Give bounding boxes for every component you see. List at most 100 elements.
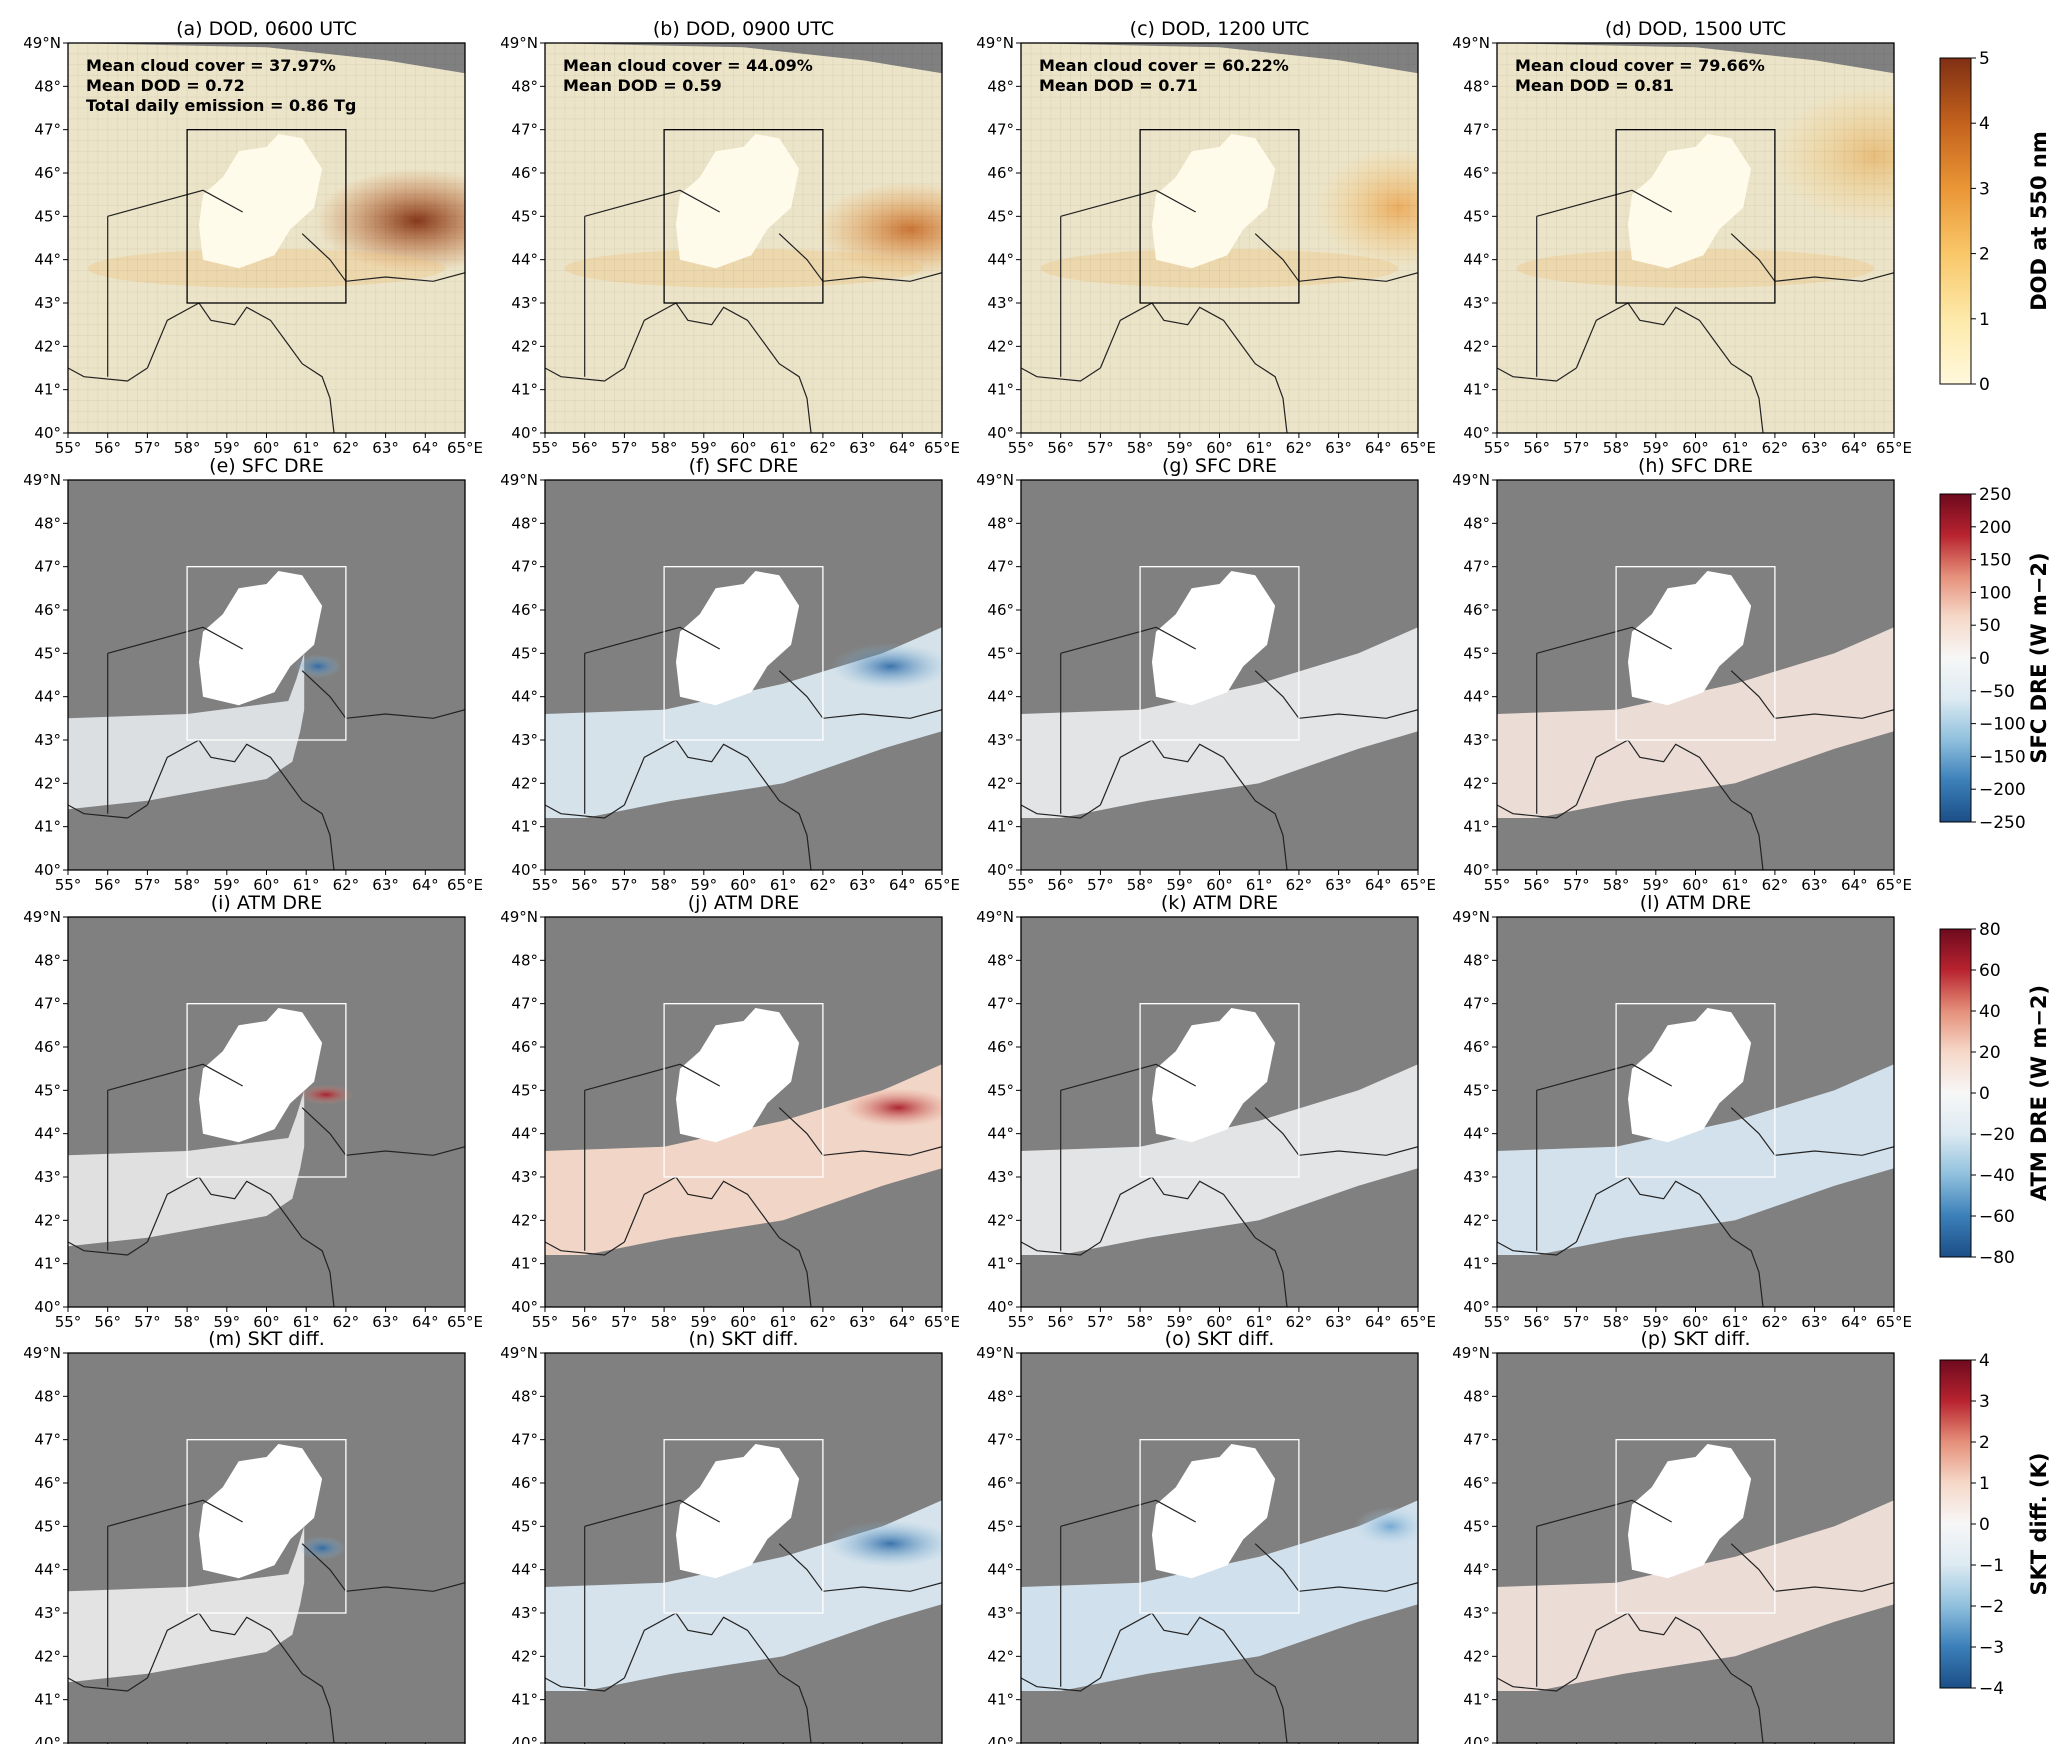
y-tick-label: 43°	[1463, 731, 1490, 749]
colorbar-tick-label: −60	[1979, 1207, 2015, 1227]
panel-annotation: Mean cloud cover = 79.66%	[1515, 56, 1765, 75]
y-tick-label: 45°	[34, 644, 61, 662]
y-tick-label: 46°	[987, 164, 1014, 182]
x-tick-label: 59°	[1643, 1313, 1670, 1331]
x-tick-label: 55°	[55, 876, 82, 894]
x-tick-label: 61°	[1246, 439, 1273, 457]
y-tick-label: 44°	[1463, 1125, 1490, 1143]
cloud-mask	[1497, 43, 1894, 74]
x-tick-label: 55°	[1008, 876, 1035, 894]
valid-region	[68, 1090, 305, 1247]
x-tick-label: 55°	[1008, 439, 1035, 457]
y-tick-label: 44°	[1463, 688, 1490, 706]
colorbar-tick-label: 2	[1979, 245, 1990, 265]
study-box	[663, 129, 824, 304]
x-tick-label: 57°	[611, 439, 638, 457]
x-tick-label: 60°	[1682, 439, 1709, 457]
x-tick-label: 64°	[889, 439, 916, 457]
y-tick-label: 45°	[1463, 207, 1490, 225]
map-panel-1-3: (h) SFC DRE 40° 41° 42° 43° 44° 45° 46° 47° 48° 49…	[1452, 455, 1912, 894]
x-tick-label: 56°	[1523, 876, 1550, 894]
aral-sea-region	[199, 1444, 323, 1579]
x-tick-label: 56°	[571, 1313, 598, 1331]
x-tick-label: 63°	[372, 876, 399, 894]
colorbar-tick-label: 40	[1979, 1002, 2001, 1022]
map-panel-3-3: (p) SKT diff. 40° 41° 42° 43° 44° 45° 46° 47° 48°…	[1452, 1328, 1895, 1744]
map-panel-2-3: (l) ATM DRE 40° 41° 42° 43° 44° 45° 46° 47° 48° 49…	[1452, 892, 1912, 1331]
dust-plume	[814, 181, 942, 277]
border-line	[1099, 1612, 1288, 1743]
x-tick-label: 61°	[1722, 876, 1749, 894]
colorbar-tick-label: 1	[1979, 1474, 1990, 1494]
x-tick-label: 64°	[412, 1313, 439, 1331]
border-line	[68, 367, 148, 382]
aral-sea-region	[1152, 571, 1276, 706]
y-tick-label: 45°	[1463, 1517, 1490, 1535]
y-tick-label: 44°	[511, 688, 538, 706]
border-line	[584, 1063, 720, 1091]
study-box	[663, 1439, 824, 1614]
aral-sea-region	[676, 571, 800, 706]
border-line	[1021, 367, 1101, 382]
x-tick-label: 63°	[1801, 1313, 1828, 1331]
y-tick-label: 47°	[987, 558, 1014, 576]
colorbar-tick-label: 100	[1979, 583, 2011, 603]
x-tick-label: 58°	[1127, 439, 1154, 457]
border-line	[1575, 1176, 1764, 1307]
y-tick-label: 43°	[511, 1168, 538, 1186]
panel-title: (b) DOD, 0900 UTC	[653, 18, 834, 40]
y-tick-label: 41°	[987, 818, 1014, 836]
y-tick-label: 49°N	[23, 1344, 61, 1362]
dust-band	[87, 248, 446, 288]
panel-title: (i) ATM DRE	[211, 892, 323, 914]
y-tick-label: 41°	[987, 381, 1014, 399]
x-tick-label: 60°	[253, 439, 280, 457]
map-panel-0-2: (c) DOD, 1200 UTC Mean cloud cover = 60.2…	[976, 18, 1436, 457]
panel-title: (h) SFC DRE	[1638, 455, 1753, 477]
dust-band	[1040, 248, 1399, 288]
x-tick-label: 62°	[1762, 439, 1789, 457]
border-line	[1730, 670, 1894, 719]
border-line	[1060, 1499, 1196, 1527]
valid-region	[1497, 627, 1894, 818]
x-tick-label: 57°	[1563, 876, 1590, 894]
border-line	[68, 804, 148, 819]
colorbar-1: −250 −200 −150 −100 −50 0 50 100 150 200 250 SFC DR…	[1939, 485, 2051, 833]
y-tick-label: 42°	[987, 1647, 1014, 1665]
y-tick-label: 48°	[511, 1387, 538, 1405]
y-tick-label: 48°	[34, 77, 61, 95]
x-tick-label: 61°	[770, 876, 797, 894]
study-box	[1615, 566, 1776, 741]
map-panel-3-0: (m) SKT diff. 40° 41° 42° 43° 44° 45° 46° 47° 48°…	[23, 1328, 466, 1744]
colorbar-tick-label: −3	[1979, 1638, 2004, 1658]
y-tick-label: 49°N	[500, 34, 538, 52]
panel-title: (l) ATM DRE	[1640, 892, 1752, 914]
y-tick-label: 45°	[987, 1517, 1014, 1535]
border-line	[301, 670, 465, 719]
x-tick-label: 63°	[1325, 1313, 1352, 1331]
colorbar-tick-label: 0	[1979, 649, 1990, 669]
x-tick-label: 64°	[412, 439, 439, 457]
border-line	[623, 302, 812, 433]
x-tick-label: 61°	[293, 439, 320, 457]
x-tick-label: 64°	[412, 876, 439, 894]
border-line	[778, 1543, 942, 1592]
border-line	[778, 670, 942, 719]
y-tick-label: 46°	[511, 164, 538, 182]
y-tick-label: 42°	[511, 1211, 538, 1229]
x-tick-label: 55°	[1484, 439, 1511, 457]
y-tick-label: 45°	[511, 644, 538, 662]
aral-sea-region	[1152, 1444, 1276, 1579]
x-tick-label: 60°	[730, 1313, 757, 1331]
border-line	[1497, 367, 1577, 382]
y-tick-label: 49°N	[500, 908, 538, 926]
panel-annotation: Mean cloud cover = 37.97%	[86, 56, 336, 75]
y-tick-label: 47°	[511, 1431, 538, 1449]
x-tick-label: 57°	[1087, 1313, 1114, 1331]
y-tick-label: 40°	[1463, 424, 1490, 442]
x-tick-label: 58°	[651, 439, 678, 457]
x-tick-label: 59°	[691, 876, 718, 894]
x-tick-label: 56°	[1047, 439, 1074, 457]
x-tick-label: 63°	[1801, 439, 1828, 457]
border-line	[584, 189, 720, 217]
